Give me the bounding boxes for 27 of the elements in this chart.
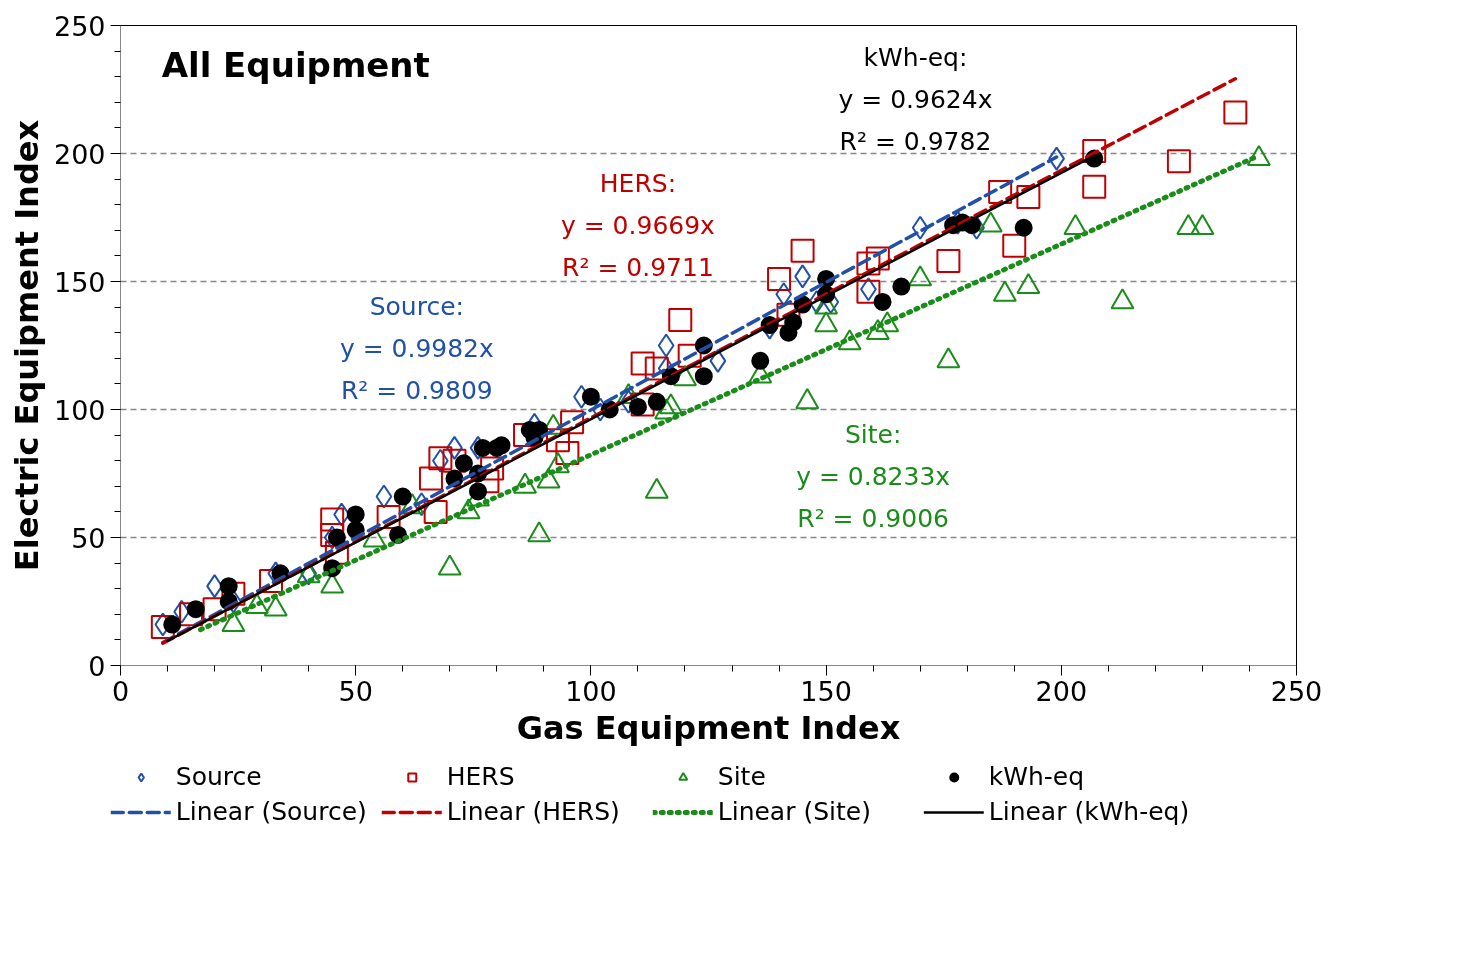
legend-label: HERS — [446, 762, 516, 791]
text: All Equipment — [161, 44, 430, 85]
annotation: HERS: y = 0.9669x R² = 0.9711 — [560, 168, 715, 282]
legend-label: Source — [175, 762, 263, 791]
x-tick-label: 50 — [338, 675, 373, 707]
legend-label: Linear (HERS) — [446, 797, 621, 826]
annotation: kWh-eq: y = 0.9624x R² = 0.9782 — [838, 43, 993, 157]
legend-label: Linear (Source) — [175, 797, 368, 826]
x-tick-label: 200 — [1035, 675, 1088, 707]
legend-label: Linear (kWh-eq) — [988, 797, 1190, 826]
annotation: Site: y = 0.8233x R² = 0.9006 — [796, 419, 951, 533]
y-axis-title: Electric Equipment Index — [7, 119, 46, 572]
legend-label: Linear (Site) — [717, 797, 872, 826]
legend-label: kWh-eq — [988, 762, 1086, 791]
y-tick-label: 200 — [53, 138, 106, 170]
x-tick-label: 150 — [800, 675, 852, 707]
annotation: Source: y = 0.9982x R² = 0.9809 — [339, 291, 494, 405]
y-tick-label: 50 — [71, 522, 106, 554]
x-tick-label: 0 — [111, 675, 130, 707]
x-axis-title: Gas Equipment Index — [516, 708, 901, 747]
x-tick-label: 250 — [1270, 675, 1323, 707]
y-tick-label: 250 — [53, 10, 106, 42]
y-tick-label: 0 — [88, 650, 106, 682]
y-tick-label: 100 — [53, 394, 106, 426]
y-tick-label: 150 — [53, 266, 106, 298]
legend-label: Site — [717, 762, 767, 791]
x-tick-label: 100 — [565, 675, 617, 707]
